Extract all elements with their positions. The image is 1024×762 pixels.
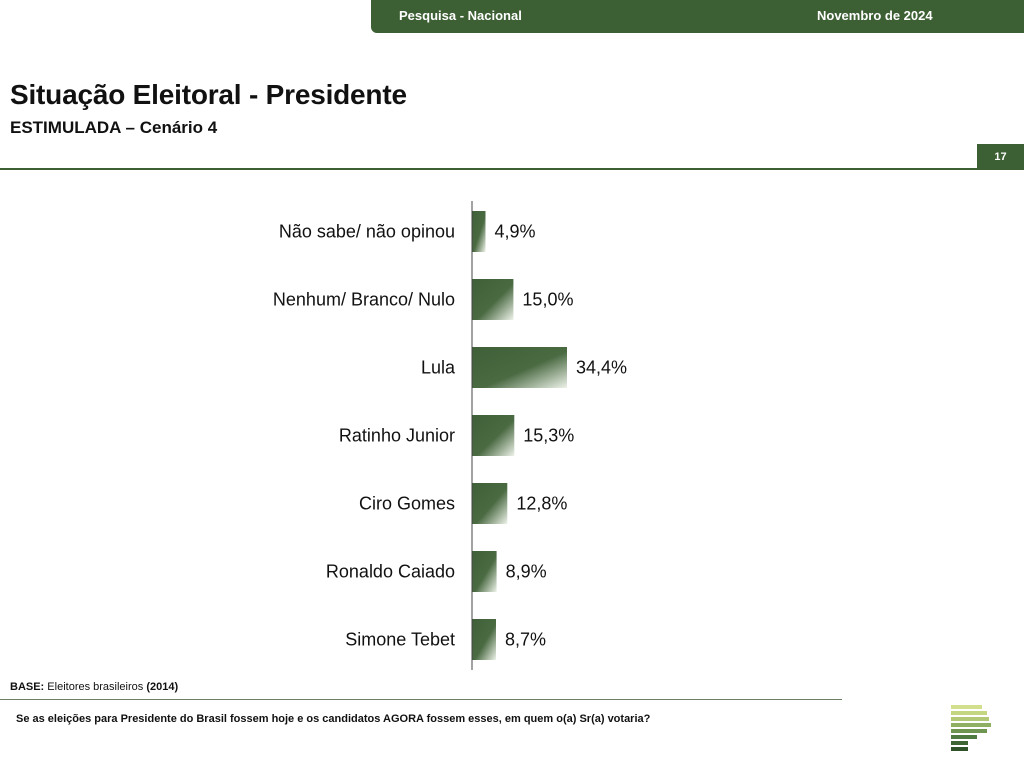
value-label: 4,9% bbox=[495, 222, 536, 242]
survey-label: Pesquisa - Nacional bbox=[399, 8, 522, 23]
category-label: Simone Tebet bbox=[345, 630, 455, 650]
category-label: Ratinho Junior bbox=[339, 426, 455, 446]
value-label: 15,0% bbox=[522, 290, 573, 310]
bar bbox=[472, 415, 515, 456]
page-title: Situação Eleitoral - Presidente bbox=[10, 79, 407, 110]
bar bbox=[472, 347, 567, 388]
bar bbox=[472, 279, 514, 320]
header-divider bbox=[0, 168, 1024, 170]
date-label: Novembro de 2024 bbox=[817, 8, 933, 23]
base-count: (2014) bbox=[146, 681, 179, 693]
bar bbox=[472, 619, 496, 660]
survey-question: Se as eleições para Presidente do Brasil… bbox=[16, 713, 651, 725]
category-label: Ronaldo Caiado bbox=[326, 562, 455, 582]
category-label: Ciro Gomes bbox=[359, 494, 455, 514]
top-banner: Pesquisa - Nacional Novembro de 2024 bbox=[371, 0, 1024, 33]
page-subtitle: ESTIMULADA – Cenário 4 bbox=[10, 118, 218, 137]
value-label: 8,7% bbox=[505, 630, 546, 650]
category-label: Nenhum/ Branco/ Nulo bbox=[273, 290, 455, 310]
bar-chart: Não sabe/ não opinou 4,9% Nenhum/ Branco/ … bbox=[273, 201, 627, 670]
page-number-badge: 17 bbox=[977, 144, 1024, 170]
footer-divider bbox=[0, 699, 842, 700]
value-label: 8,9% bbox=[506, 562, 547, 582]
category-label: Lula bbox=[421, 358, 456, 378]
bar bbox=[472, 211, 486, 252]
value-label: 34,4% bbox=[576, 358, 627, 378]
base-text: Eleitores brasileiros bbox=[47, 681, 144, 693]
value-label: 15,3% bbox=[523, 426, 574, 446]
bar bbox=[472, 551, 497, 592]
stacked-bars-logo-icon bbox=[951, 705, 991, 751]
category-label: Não sabe/ não opinou bbox=[279, 222, 455, 242]
base-note: BASE: Eleitores brasileiros (2014) bbox=[10, 681, 178, 693]
bar bbox=[472, 483, 508, 524]
base-label: BASE: bbox=[10, 681, 45, 693]
value-label: 12,8% bbox=[516, 494, 567, 514]
